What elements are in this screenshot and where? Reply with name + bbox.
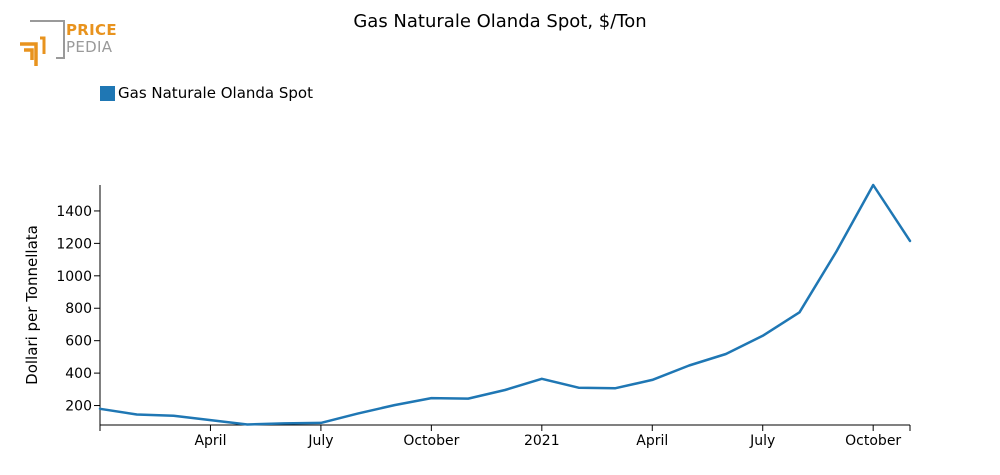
pricepedia-logo: PRICE PEDIA — [18, 18, 128, 70]
y-tick-label: 400 — [65, 366, 92, 382]
x-tick-label: October — [403, 433, 459, 449]
x-tick-label: April — [194, 433, 226, 449]
legend-label: Gas Naturale Olanda Spot — [118, 84, 313, 102]
pricepedia-logo-mark — [20, 20, 65, 66]
y-tick-label: 1200 — [56, 236, 92, 252]
logo-word-price: PRICE — [66, 21, 117, 39]
y-axis: 200 400 600 800 1000 1200 1400 — [56, 185, 101, 425]
x-tick-label: July — [749, 433, 775, 449]
chart-title: Gas Naturale Olanda Spot, $/Ton — [353, 11, 647, 32]
y-tick-label: 200 — [65, 399, 92, 415]
legend-swatch — [100, 85, 115, 101]
y-axis-title: Dollari per Tonnellata — [23, 225, 41, 385]
logo-word-pedia: PEDIA — [66, 38, 113, 56]
y-tick-label: 1400 — [56, 204, 92, 220]
x-tick-label: 2021 — [524, 433, 560, 449]
x-axis: April July October 2021 April July October — [99, 424, 911, 449]
y-tick-label: 800 — [65, 301, 92, 317]
chart-legend: Gas Naturale Olanda Spot — [100, 84, 313, 102]
x-tick-label: October — [845, 433, 901, 449]
y-tick-label: 600 — [65, 334, 92, 350]
series-layer — [98, 183, 912, 426]
x-tick-label: July — [307, 433, 333, 449]
x-tick-label: April — [636, 433, 668, 449]
series-line — [98, 183, 912, 426]
y-tick-label: 1000 — [56, 269, 92, 285]
